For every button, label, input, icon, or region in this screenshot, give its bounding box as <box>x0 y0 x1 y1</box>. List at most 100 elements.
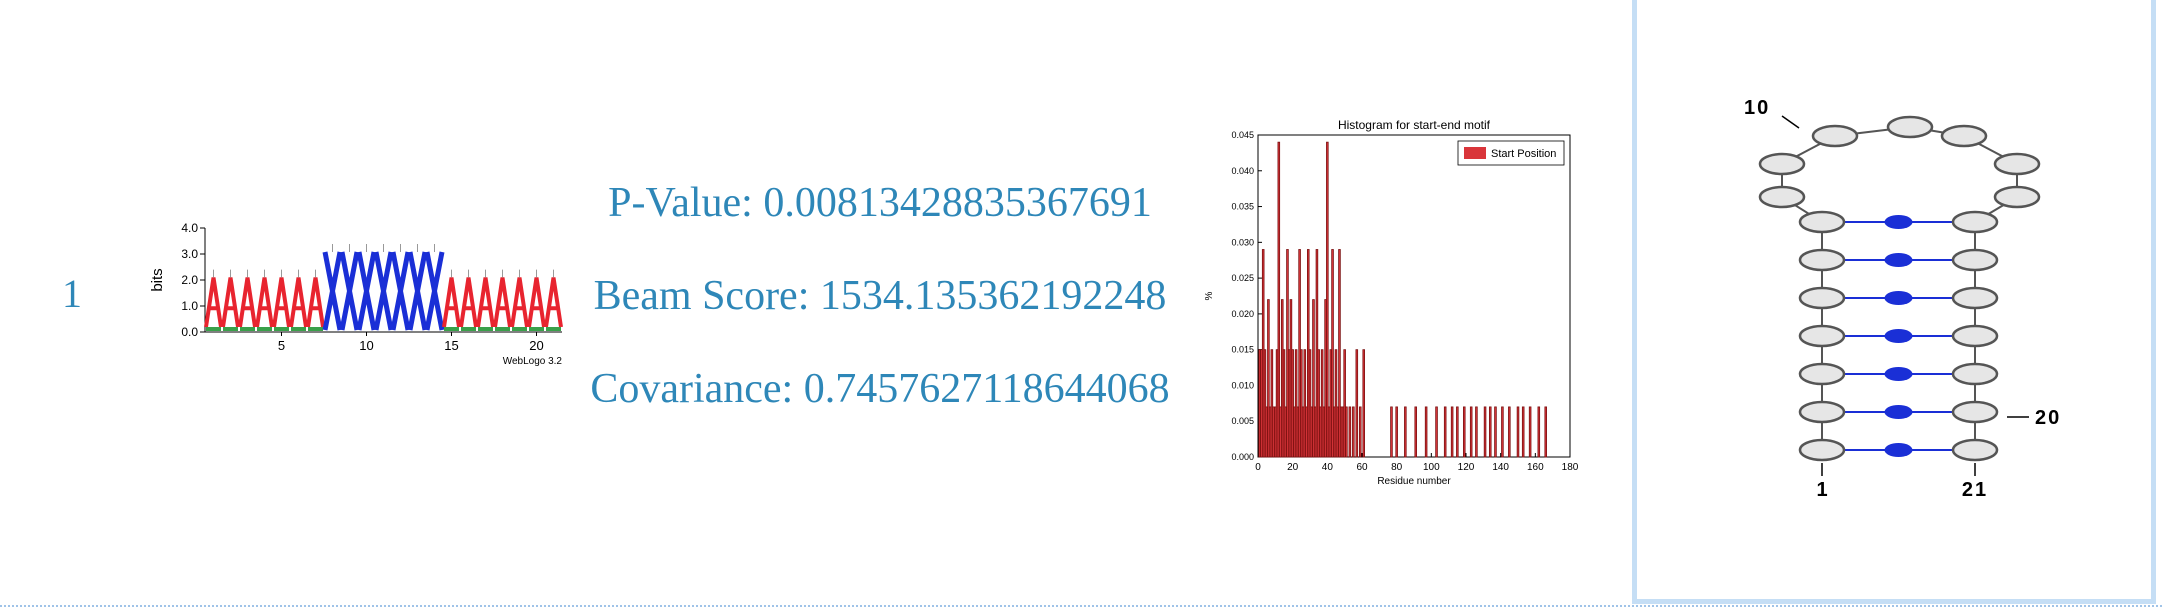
label-position-20: 20 <box>2035 407 2061 429</box>
histogram-bar <box>1338 249 1341 458</box>
motif-stats: P-Value: 0.00813428835367691 Beam Score:… <box>560 170 1200 449</box>
x-tick-label: 40 <box>1322 462 1334 473</box>
histogram-bar <box>1343 349 1346 458</box>
x-tick-label: 180 <box>1562 462 1579 473</box>
logo-column <box>204 269 223 331</box>
histogram-bar <box>1494 406 1497 458</box>
logo-letter-minor <box>478 327 493 331</box>
logo-column <box>442 269 461 331</box>
histogram-bar <box>1462 406 1466 458</box>
logo-letter-x <box>373 251 394 331</box>
histogram-bar <box>1528 406 1532 458</box>
histogram-bar <box>1270 349 1274 458</box>
histogram-bar <box>1456 406 1459 458</box>
logo-letter-x <box>322 251 343 331</box>
logo-column <box>407 244 428 331</box>
logo-letter-a <box>544 277 563 328</box>
nucleotide-node <box>1758 152 1806 176</box>
covariance-text: Covariance: 0.7457627118644068 <box>590 366 1170 412</box>
x-tick-label: 20 <box>1287 462 1299 473</box>
logo-letter-minor <box>240 327 255 331</box>
legend-label: Start Position <box>1491 148 1556 160</box>
base-pair-dot <box>1884 253 1913 267</box>
beam-score-text: Beam Score: 1534.135362192248 <box>593 273 1167 319</box>
label-tick-10 <box>1781 115 1800 129</box>
logo-y-tick-label: 3.0 <box>181 247 198 261</box>
logo-letter-x <box>424 251 445 331</box>
logo-column <box>339 244 360 331</box>
logo-x-tick-label: 15 <box>444 338 458 353</box>
base-pair-dot <box>1884 367 1913 381</box>
x-tick-label: 100 <box>1423 462 1440 473</box>
histogram-bar <box>1334 349 1338 458</box>
base-pair-dot <box>1884 291 1913 305</box>
histogram-bar <box>1352 406 1355 458</box>
histogram-bar <box>1404 406 1407 458</box>
logo-y-tick-label: 4.0 <box>181 221 198 235</box>
x-tick-label: 160 <box>1527 462 1544 473</box>
plot-frame <box>1257 134 1571 458</box>
label-position-21: 21 <box>1962 479 1988 501</box>
logo-column <box>356 244 377 331</box>
nucleotide-node <box>1951 400 1999 424</box>
logo-column <box>306 269 325 331</box>
histogram-bar <box>1331 249 1334 458</box>
x-axis-label: Residue number <box>1377 476 1451 487</box>
logo-column <box>527 269 546 331</box>
logo-letter-minor <box>257 327 272 331</box>
nucleotide-node <box>1798 400 1846 424</box>
label-position-1: 1 <box>1816 479 1827 501</box>
nucleotide-node <box>1758 185 1806 209</box>
nucleotide-node <box>1951 286 1999 310</box>
logo-letter-a <box>238 277 257 328</box>
logo-column <box>493 269 512 331</box>
nucleotide-node <box>1798 438 1846 462</box>
nucleotide-node <box>1993 152 2041 176</box>
logo-column <box>289 269 308 331</box>
histogram-bar <box>1358 406 1362 458</box>
logo-column <box>322 244 343 331</box>
logo-x-tick-label: 5 <box>278 338 285 353</box>
logo-column <box>238 269 257 331</box>
nucleotide-node <box>1951 362 1999 386</box>
logo-column <box>510 269 529 331</box>
logo-letter-minor <box>512 327 527 331</box>
logo-column <box>272 269 291 331</box>
y-tick-label: 0.040 <box>1231 166 1254 176</box>
logo-letter-x <box>407 251 428 331</box>
logo-column <box>459 269 478 331</box>
histogram-bar <box>1308 349 1312 458</box>
y-tick-label: 0.030 <box>1231 237 1254 247</box>
x-tick-label: 140 <box>1492 462 1509 473</box>
logo-y-tick-label: 0.0 <box>181 325 198 339</box>
histogram-bar <box>1390 406 1393 458</box>
histogram-bar <box>1345 406 1348 458</box>
histogram-bar <box>1521 406 1525 458</box>
histogram-bar <box>1395 406 1398 458</box>
logo-letter-a <box>510 277 529 328</box>
histogram-bar <box>1501 406 1504 458</box>
nucleotide-node <box>1798 248 1846 272</box>
logo-letter-minor <box>495 327 510 331</box>
logo-column <box>476 269 495 331</box>
logo-column <box>255 269 274 331</box>
logo-letter-x <box>356 251 377 331</box>
nucleotide-node <box>1798 324 1846 348</box>
logo-letter-minor <box>274 327 289 331</box>
y-tick-label: 0.005 <box>1231 416 1254 426</box>
nucleotide-node <box>1951 248 1999 272</box>
logo-letter-a <box>442 277 461 328</box>
logo-letter-x <box>339 251 360 331</box>
sequence-logo: bits 4.0 3.0 2.0 1.0 0.0 5 10 15 20 WebLogo 3.2 <box>150 221 563 367</box>
logo-letter-a <box>289 277 308 328</box>
p-value-text: P-Value: 0.00813428835367691 <box>608 180 1152 226</box>
histogram-bar <box>1443 406 1447 458</box>
logo-letter-minor <box>291 327 306 331</box>
x-tick-label: 60 <box>1356 462 1368 473</box>
logo-column <box>544 269 563 331</box>
histogram-bar <box>1291 349 1294 458</box>
histogram-bar <box>1263 349 1267 458</box>
logo-letter-minor <box>308 327 323 331</box>
histogram-bar <box>1435 406 1438 458</box>
